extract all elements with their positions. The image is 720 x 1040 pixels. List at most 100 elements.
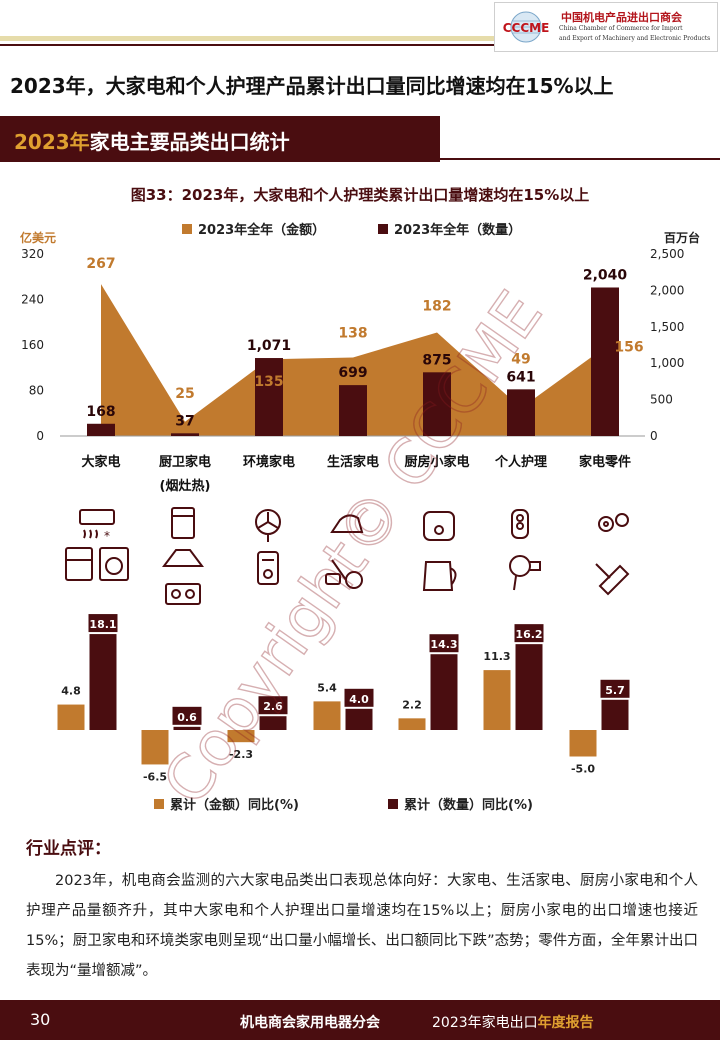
footer: 30 机电商会家用电器分会 2023年家电出口年度报告 bbox=[0, 1000, 720, 1040]
yoy-volume-label-box bbox=[88, 614, 118, 633]
y-left-tick: 0 bbox=[36, 429, 44, 443]
yoy-volume-label: 2.6 bbox=[263, 700, 283, 713]
iron-vacuum-icon bbox=[325, 514, 364, 589]
yoy-volume-label: 4.0 bbox=[349, 693, 369, 706]
y-left-unit: 亿美元 bbox=[20, 230, 56, 245]
yoy-value-label: -5.0 bbox=[571, 763, 595, 776]
volume-label: 37 bbox=[175, 413, 194, 429]
legend-swatch-value bbox=[182, 224, 192, 234]
volume-bar bbox=[423, 372, 451, 436]
comment-text: 2023年，机电商会监测的六大家电品类出口表现总体向好：大家电、生活家电、厨房小… bbox=[26, 873, 698, 979]
yoy-value-label: 11.3 bbox=[483, 650, 510, 663]
logo-mark-text: CCCME bbox=[503, 21, 550, 35]
yoy-volume-label-box bbox=[258, 696, 288, 715]
yoy-volume-bar bbox=[345, 708, 373, 730]
y-right-tick: 0 bbox=[650, 429, 658, 443]
yoy-volume-label-box bbox=[172, 706, 202, 725]
y-right-tick: 1,500 bbox=[650, 320, 684, 334]
rice-cooker-kettle-icon bbox=[422, 511, 457, 591]
legend2-label-value: 累计（金额）同比(%) bbox=[170, 797, 299, 813]
figure-title: 图33：2023年，大家电和个人护理类累计出口量增速均在15%以上 bbox=[130, 186, 590, 204]
volume-bar bbox=[507, 389, 535, 436]
yoy-volume-label: 18.1 bbox=[89, 618, 116, 631]
header-stripe bbox=[0, 36, 500, 41]
org-name-cn: 中国机电产品进出口商会 bbox=[561, 11, 682, 24]
yoy-volume-bar bbox=[430, 654, 458, 730]
legend2-swatch-value bbox=[154, 799, 164, 809]
yoy-volume-label: 0.6 bbox=[177, 711, 197, 724]
yoy-value-label: 4.8 bbox=[61, 685, 81, 698]
yoy-volume-bar bbox=[515, 644, 543, 730]
legend2-label-volume: 累计（数量）同比(%) bbox=[404, 797, 533, 813]
volume-bar bbox=[591, 287, 619, 436]
legend-label-value: 2023年全年（金额） bbox=[198, 222, 325, 238]
page-title: 2023年，大家电和个人护理产品累计出口量同比增速均在15%以上 bbox=[10, 74, 614, 98]
yoy-volume-label-box bbox=[514, 624, 544, 643]
volume-bar bbox=[87, 423, 115, 436]
category-label: 大家电 bbox=[81, 454, 120, 470]
section-rule bbox=[440, 158, 720, 160]
org-name-en-1: China Chamber of Commerce for Import bbox=[559, 25, 683, 32]
yoy-value-bar bbox=[227, 730, 255, 743]
y-left-tick: 240 bbox=[21, 293, 44, 307]
range-hood-stove-icon bbox=[162, 507, 204, 605]
footer-report-a: 2023年家电出口 bbox=[432, 1015, 538, 1031]
value-label: 267 bbox=[86, 256, 115, 272]
volume-label: 699 bbox=[338, 365, 367, 381]
yoy-volume-bar bbox=[173, 726, 201, 730]
org-name-en-2: and Export of Machinery and Electronic P… bbox=[559, 35, 711, 42]
yoy-volume-label-box bbox=[429, 634, 459, 653]
category-label: 个人护理 bbox=[494, 454, 547, 470]
volume-label: 641 bbox=[506, 369, 535, 385]
value-label: 138 bbox=[338, 326, 367, 342]
section-title-year: 2023年 bbox=[14, 130, 90, 154]
category-label: 家电零件 bbox=[579, 454, 631, 470]
volume-bar bbox=[171, 433, 199, 436]
volume-bar bbox=[255, 358, 283, 436]
yoy-value-bar bbox=[398, 718, 426, 730]
y-right-tick: 2,500 bbox=[650, 247, 684, 261]
yoy-volume-label: 16.2 bbox=[515, 628, 542, 641]
air-conditioner-fridge-washer-icon: * bbox=[65, 509, 129, 581]
yoy-growth-chart: 4.8 -6.5 -2.3 5.4 2.2 11.3 -5.0 18.1 0.6 2.6 4.0 14… bbox=[57, 614, 630, 813]
volume-label: 168 bbox=[86, 404, 115, 420]
category-icons: * bbox=[65, 507, 630, 605]
yoy-volume-label-box bbox=[600, 679, 630, 698]
value-label: 25 bbox=[175, 386, 194, 402]
shaver-hair-dryer-icon bbox=[509, 509, 541, 591]
yoy-volume-bar bbox=[89, 634, 117, 730]
yoy-volume-label: 5.7 bbox=[605, 684, 625, 697]
yoy-value-bar bbox=[141, 730, 169, 765]
volume-bar bbox=[339, 385, 367, 436]
section-title-rest: 家电主要品类出口统计 bbox=[89, 130, 290, 154]
y-right-tick: 2,000 bbox=[650, 283, 684, 297]
yoy-volume-bar bbox=[259, 716, 287, 730]
category-label: 厨卫家电 bbox=[159, 454, 211, 470]
gears-tools-icon bbox=[595, 513, 630, 596]
yoy-value-label: -2.3 bbox=[229, 748, 253, 761]
legend2-swatch-volume bbox=[388, 799, 398, 809]
section-header: 2023年家电主要品类出口统计 bbox=[0, 116, 440, 162]
yoy-volume-label-box bbox=[344, 688, 374, 707]
y-right-unit: 百万台 bbox=[664, 230, 700, 245]
comment-title: 行业点评： bbox=[26, 839, 111, 859]
yoy-value-bar bbox=[569, 730, 597, 757]
fan-air-purifier-icon bbox=[255, 509, 281, 585]
header-rule bbox=[0, 44, 500, 46]
yoy-value-bar bbox=[483, 670, 511, 730]
legend-label-volume: 2023年全年（数量） bbox=[394, 222, 521, 238]
volume-label: 875 bbox=[422, 352, 451, 368]
yoy-value-bar bbox=[57, 704, 85, 730]
export-volume-value-chart: 2023年全年（金额） 2023年全年（数量） 亿美元 百万台 320 240 160 80 0… bbox=[20, 222, 700, 494]
y-right-tick: 500 bbox=[650, 393, 673, 407]
value-label: 135 bbox=[254, 374, 283, 390]
volume-label: 2,040 bbox=[583, 267, 628, 283]
legend-swatch-volume bbox=[378, 224, 388, 234]
y-left-tick: 160 bbox=[21, 338, 44, 352]
value-area bbox=[101, 284, 605, 436]
cccme-logo-icon: CCCME bbox=[503, 11, 550, 43]
volume-label: 1,071 bbox=[247, 338, 291, 354]
footer-org: 机电商会家用电器分会 bbox=[240, 1015, 380, 1031]
y-left-tick: 80 bbox=[29, 384, 44, 398]
section-title: 2023年家电主要品类出口统计 bbox=[14, 126, 290, 155]
